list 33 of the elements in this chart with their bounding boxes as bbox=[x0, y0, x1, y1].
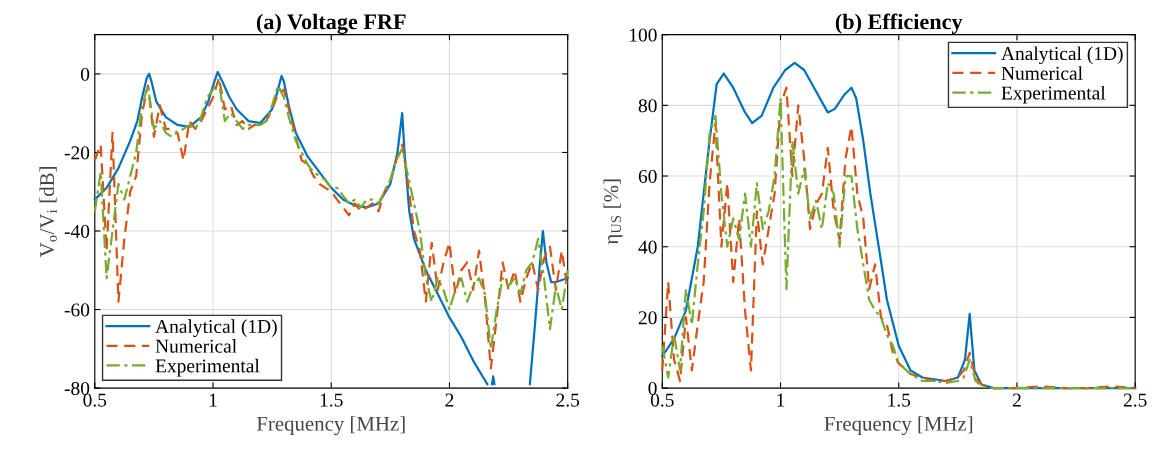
x-tick-label: 2.5 bbox=[556, 393, 580, 407]
legend-label: Analytical (1D) bbox=[1001, 46, 1123, 65]
legend-label: Experimental bbox=[1001, 85, 1106, 104]
x-tick-label: 2 bbox=[445, 393, 454, 407]
y-tick-label: -40 bbox=[64, 224, 90, 238]
y-tick-label: -60 bbox=[64, 303, 90, 317]
legend-label: Experimental bbox=[155, 358, 260, 377]
y-tick-label: 60 bbox=[638, 169, 657, 183]
y-tick-label: 100 bbox=[629, 28, 657, 42]
x-axis-title: Frequency [MHz] bbox=[824, 416, 973, 436]
y-tick-label: 0 bbox=[80, 67, 90, 81]
y-tick-label: 0 bbox=[648, 381, 657, 396]
y-tick-label: -20 bbox=[64, 146, 90, 160]
legend-label: Numerical bbox=[155, 339, 237, 353]
x-tick-label: 1 bbox=[209, 393, 217, 407]
x-tick-label: 1 bbox=[777, 393, 785, 407]
y-tick-label: 20 bbox=[638, 311, 657, 325]
x-tick-label: 0.5 bbox=[650, 393, 674, 407]
y-axis-title: V$_{o}$/V$_{i}$ [dB] bbox=[39, 167, 57, 258]
chart-title: (a) Voltage FRF bbox=[256, 13, 406, 34]
x-axis-title: Frequency [MHz] bbox=[256, 416, 405, 436]
y-axis-title: η$_{US}$ [%] bbox=[603, 179, 623, 245]
legend-label: Analytical (1D) bbox=[155, 319, 277, 338]
legend-label: Numerical bbox=[1001, 66, 1083, 80]
x-tick-label: 1.5 bbox=[320, 393, 343, 407]
y-tick-label: 40 bbox=[638, 240, 657, 254]
y-tick-label: -80 bbox=[64, 381, 90, 396]
chart-title: (b) Efficiency bbox=[835, 13, 963, 34]
x-tick-label: 0.5 bbox=[83, 393, 107, 407]
x-tick-label: 2.5 bbox=[1123, 393, 1147, 407]
x-tick-label: 2 bbox=[1012, 393, 1021, 407]
y-tick-label: 80 bbox=[638, 99, 657, 113]
x-tick-label: 1.5 bbox=[888, 393, 911, 407]
